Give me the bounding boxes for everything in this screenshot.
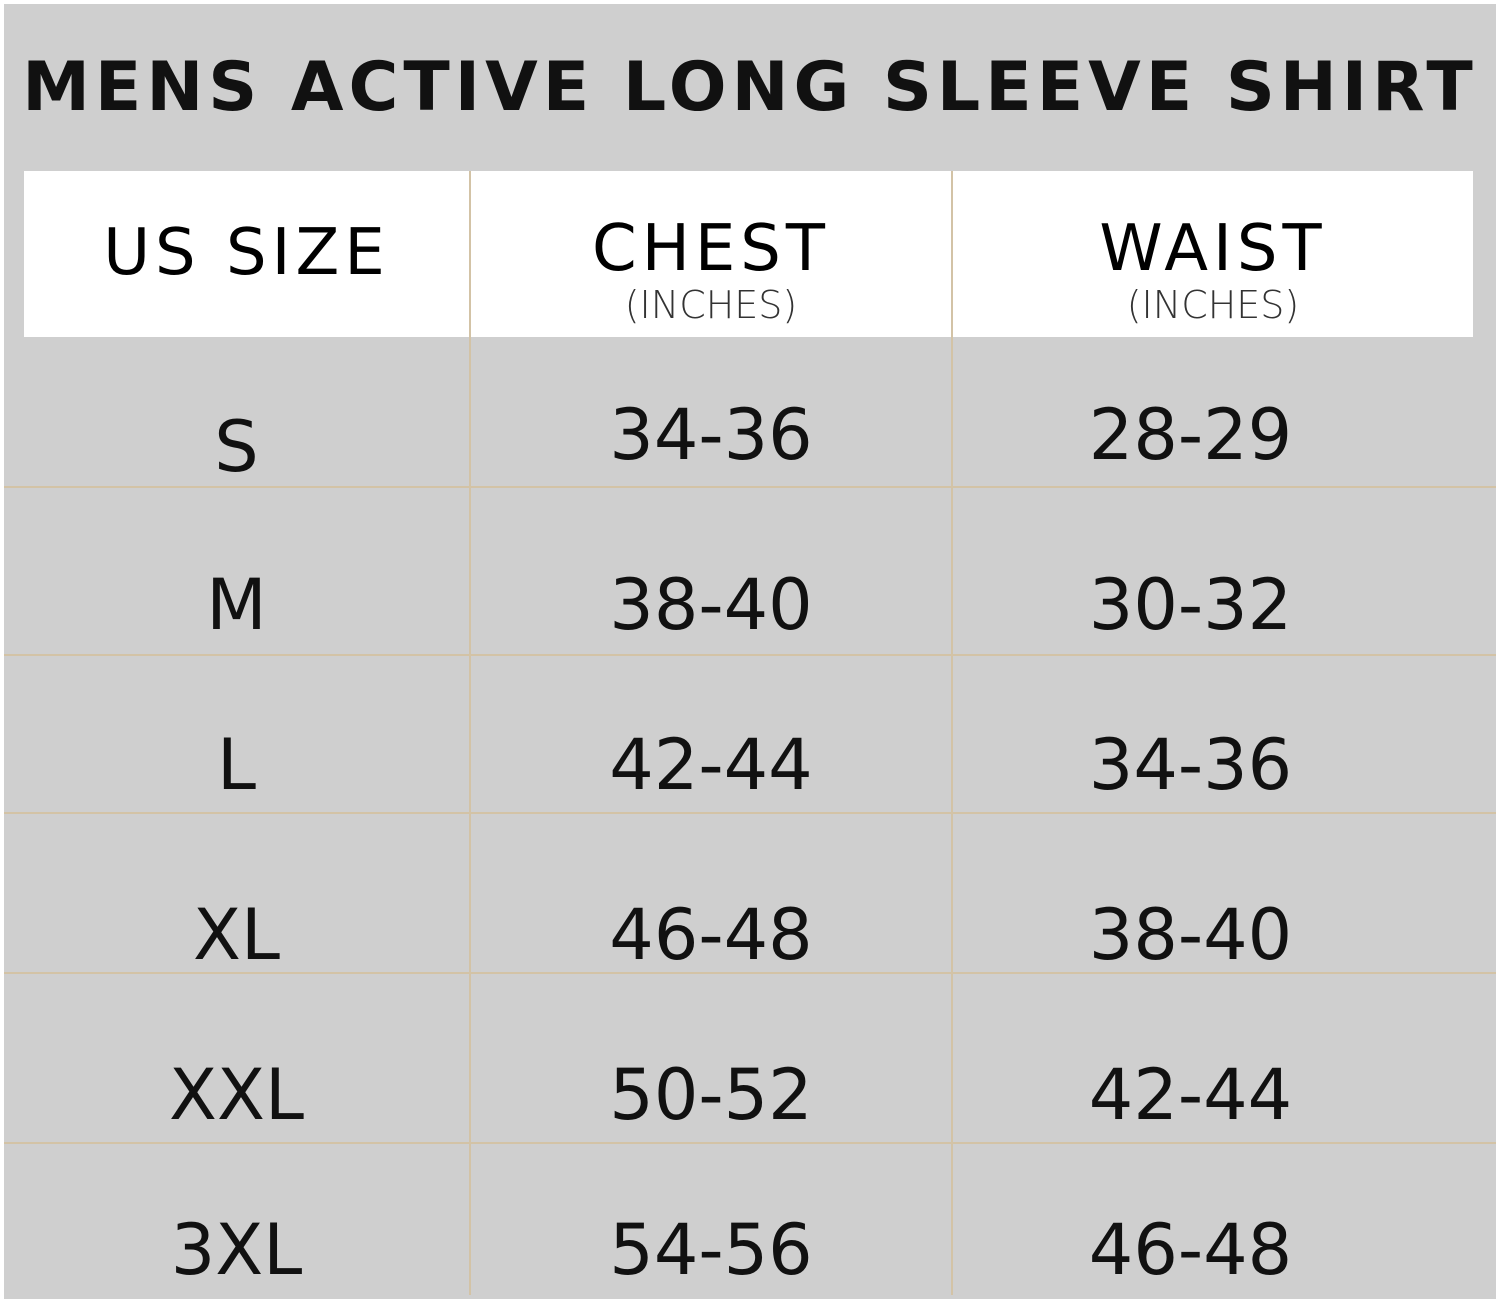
header-label: WAIST	[1099, 212, 1327, 286]
size-cell: M	[206, 564, 267, 646]
size-cell: XL	[193, 894, 280, 976]
waist-cell: 28-29	[1088, 394, 1293, 476]
waist-cell: 30-32	[1088, 564, 1293, 646]
chest-cell: 42-44	[609, 724, 813, 806]
chest-cell: 38-40	[609, 564, 813, 646]
chest-cell: 46-48	[609, 894, 813, 976]
header-label: US SIZE	[103, 216, 390, 290]
waist-cell: 46-48	[1088, 1209, 1293, 1291]
chest-cell: 50-52	[609, 1054, 813, 1136]
chest-cell: 34-36	[609, 394, 813, 476]
waist-cell: 34-36	[1088, 724, 1293, 806]
row-divider	[4, 486, 1496, 488]
size-cell: L	[217, 724, 256, 806]
row-divider	[4, 812, 1496, 814]
column-divider	[469, 171, 471, 1295]
waist-cell: 38-40	[1088, 894, 1293, 976]
row-divider	[4, 972, 1496, 974]
header-unit: (INCHES)	[624, 283, 798, 327]
header-waist: WAIST (INCHES)	[953, 171, 1473, 337]
size-cell: S	[214, 406, 259, 488]
header-unit: (INCHES)	[1126, 283, 1300, 327]
row-divider	[4, 654, 1496, 656]
chest-cell: 54-56	[609, 1209, 813, 1291]
header-chest: CHEST (INCHES)	[471, 171, 951, 337]
header-label: CHEST	[592, 212, 830, 286]
waist-cell: 42-44	[1088, 1054, 1293, 1136]
header-us-size: US SIZE	[24, 171, 469, 337]
column-divider	[951, 171, 953, 1295]
chart-title: MENS ACTIVE LONG SLEEVE SHIRT	[22, 48, 1478, 127]
size-cell: 3XL	[170, 1209, 303, 1291]
row-divider	[4, 1142, 1496, 1144]
size-cell: XXL	[169, 1054, 304, 1136]
